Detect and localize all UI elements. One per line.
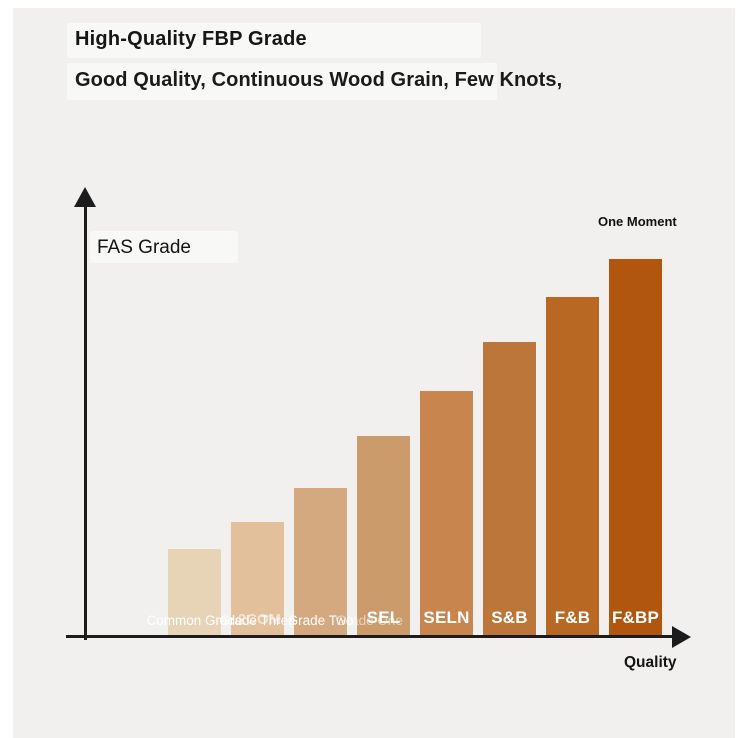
bar-label: Common Grade <box>146 613 243 628</box>
bar-label: Grade Two <box>287 613 354 628</box>
bar-label: F&B <box>554 608 591 627</box>
bar-label: F&BP <box>611 608 660 627</box>
chart-title: High-Quality FBP Grade <box>75 28 307 50</box>
one-moment-label: One Moment <box>598 214 677 229</box>
bar-f-b: F&B <box>546 297 599 635</box>
x-axis-label: Quality <box>624 654 677 671</box>
bar-s-b: S&B <box>483 342 536 635</box>
chart-subtitle: Good Quality, Continuous Wood Grain, Few… <box>75 69 563 91</box>
subtitle-overlay-box <box>67 63 497 100</box>
y-axis-arrow-icon <box>74 187 96 207</box>
bar-ghost-label: 2COM <box>237 611 282 628</box>
y-axis-line <box>84 203 87 640</box>
bar-label: Grade Three <box>219 613 296 628</box>
bar-label: S&B <box>491 608 528 627</box>
bar-label: SELN <box>423 608 470 627</box>
bar-seln: SELN <box>420 391 473 635</box>
x-axis-arrow-icon <box>672 626 691 648</box>
bar-grade-three: 2COM Grade Three <box>219 522 296 635</box>
bar-ghost-label: Grade One <box>336 613 403 628</box>
bar-label: SEL <box>366 608 401 627</box>
y-label-overlay-box <box>90 231 238 263</box>
bar-f-bp: F&BP <box>609 259 662 635</box>
x-axis-line <box>66 635 672 638</box>
bars-container: Common Grade 2COM Grade Three Grade Two Grad… <box>146 259 664 635</box>
bar-sel: Grade One SEL <box>336 436 410 635</box>
y-axis-label: FAS Grade <box>97 237 191 258</box>
bar-grade-two: Grade Two <box>288 488 353 635</box>
bar-common-grade: Common Grade <box>146 549 243 635</box>
title-overlay-box <box>67 23 481 58</box>
